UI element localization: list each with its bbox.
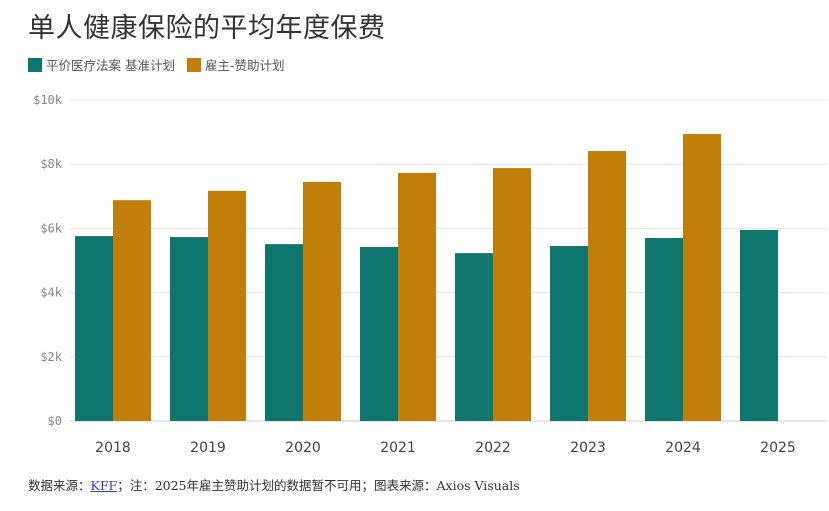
legend-swatch-employer (186, 57, 201, 72)
x-tick-label: 2018 (95, 440, 131, 456)
source-label: 数据来源： (28, 478, 91, 493)
bar-chart: $0 $2k $4k $6k $8k $10k 2018 2019 2020 2021 2022 20… (33, 93, 827, 456)
x-tick-label: 2024 (665, 440, 701, 456)
footer-note: ；注：2025年雇主赞助计划的数据暂不可用；图表来源：Axios Visuals (117, 478, 520, 493)
bar-employer-2019 (208, 190, 246, 421)
x-tick-label: 2021 (380, 440, 416, 456)
bar-employer-2023 (588, 151, 626, 421)
x-tick-label: 2023 (570, 440, 606, 456)
source-link[interactable]: KFF (90, 478, 118, 493)
legend-swatch-aca (28, 57, 42, 72)
y-tick-label: $2k (40, 350, 62, 364)
bar-aca-2023 (550, 246, 588, 421)
x-tick-label: 2020 (285, 440, 321, 456)
bar-aca-2018 (75, 236, 113, 421)
bar-aca-2021 (360, 247, 398, 421)
footer: 数据来源：KFF；注：2025年雇主赞助计划的数据暂不可用；图表来源：Axios… (28, 475, 520, 494)
bar-employer-2018 (113, 200, 151, 421)
bar-aca-2025 (740, 230, 778, 421)
bar-aca-2024 (645, 238, 683, 421)
bar-employer-2024 (683, 134, 721, 421)
x-tick-label: 2025 (760, 440, 796, 456)
x-tick-label: 2022 (475, 440, 511, 456)
bar-employer-2020 (303, 181, 341, 421)
bar-employer-2022 (493, 168, 531, 421)
legend: 平价医疗法案 基准计划 雇主-赞助计划 (28, 55, 285, 74)
bar-employer-2021 (398, 172, 436, 421)
legend-label-aca: 平价医疗法案 基准计划 (46, 58, 175, 73)
chart-title: 单人健康保险的平均年度保费 (28, 13, 386, 44)
x-tick-label: 2019 (190, 440, 226, 456)
bar-aca-2022 (455, 253, 493, 421)
legend-item-aca: 平价医疗法案 基准计划 (28, 55, 175, 74)
bar-aca-2019 (170, 237, 208, 421)
y-tick-label: $4k (40, 286, 62, 300)
y-tick-label: $8k (40, 157, 62, 171)
y-tick-label: $10k (33, 93, 63, 107)
y-tick-label: $6k (40, 221, 62, 235)
bar-aca-2020 (265, 244, 303, 421)
legend-item-employer: 雇主-赞助计划 (186, 55, 285, 74)
y-tick-label: $0 (48, 414, 62, 428)
legend-label-employer: 雇主-赞助计划 (204, 58, 285, 73)
